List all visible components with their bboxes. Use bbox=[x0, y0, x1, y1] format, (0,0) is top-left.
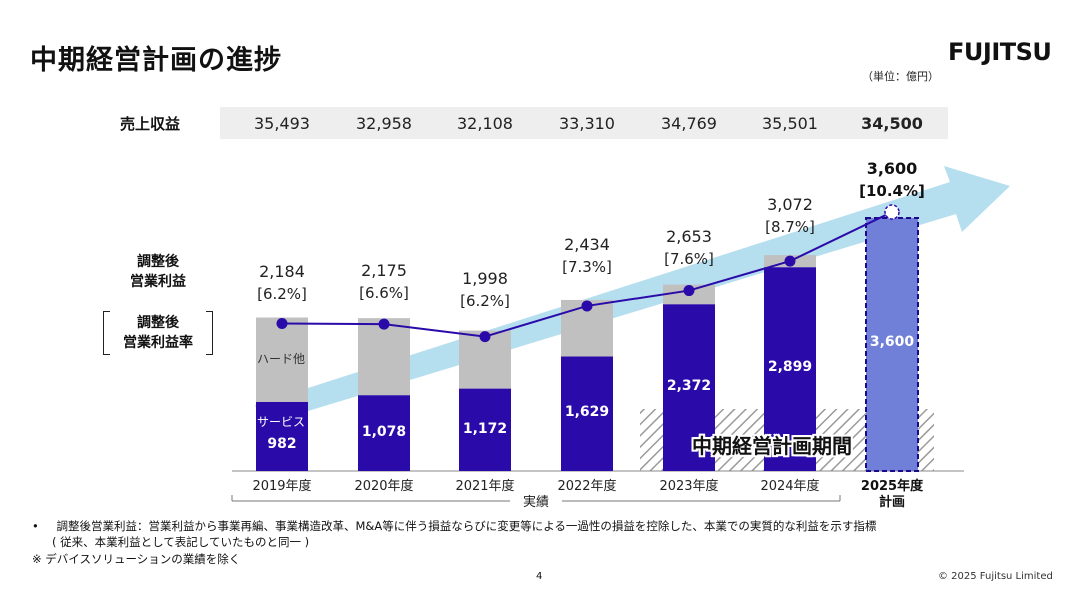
margin-bracket-left bbox=[103, 311, 110, 355]
op-profit-label: 調整後 営業利益 bbox=[108, 252, 208, 292]
service-value-label: 2,899 bbox=[768, 359, 812, 375]
revenue-value: 32,108 bbox=[457, 114, 513, 133]
profit-point bbox=[276, 318, 288, 330]
profit-point bbox=[683, 285, 695, 297]
margin-label: [7.6%] bbox=[664, 250, 714, 268]
op-margin-label: 調整後 営業利益率 bbox=[108, 313, 208, 353]
category-label: 2019年度 bbox=[252, 478, 311, 494]
category-label: 2023年度 bbox=[659, 478, 718, 494]
total-label: 3,600 bbox=[867, 159, 918, 178]
bar-hardware bbox=[256, 317, 308, 402]
bar-service bbox=[256, 401, 308, 471]
revenue-value: 34,500 bbox=[861, 114, 923, 133]
total-label: 2,434 bbox=[564, 235, 610, 254]
profit-point bbox=[479, 331, 491, 343]
service-value-label: 3,600 bbox=[870, 334, 915, 350]
revenue-value: 35,493 bbox=[254, 114, 310, 133]
note-line-3: ※ デバイスソリューションの業績を除く bbox=[32, 552, 241, 566]
category-label: 2025年度 bbox=[861, 478, 924, 494]
category-label: 2020年度 bbox=[354, 478, 413, 494]
category-label: 2022年度 bbox=[557, 478, 616, 494]
total-label: 1,998 bbox=[462, 269, 508, 288]
bar-service bbox=[764, 267, 816, 471]
service-value-label: 1,629 bbox=[565, 404, 609, 420]
revenue-row-background bbox=[220, 107, 948, 139]
revenue-label: 売上収益 bbox=[120, 115, 181, 133]
revenue-value: 34,769 bbox=[661, 114, 717, 133]
actual-label: 実績 bbox=[523, 494, 549, 510]
hardware-segment-label: ハード他 bbox=[257, 352, 305, 366]
margin-label: [6.6%] bbox=[359, 284, 409, 302]
total-label: 2,653 bbox=[666, 227, 712, 246]
service-segment-label: サービス bbox=[257, 415, 305, 429]
revenue-value: 35,501 bbox=[762, 114, 818, 133]
note-line-1: • 調整後営業利益：営業利益から事業再編、事業構造改革、M&A等に伴う損益ならび… bbox=[32, 518, 876, 534]
profit-point bbox=[784, 255, 796, 267]
total-label: 3,072 bbox=[767, 195, 813, 214]
fujitsu-logo: FUJITSU bbox=[948, 38, 1052, 66]
profit-point bbox=[378, 318, 390, 330]
op-margin-label-line2: 営業利益率 bbox=[123, 335, 193, 351]
margin-bracket-right bbox=[206, 311, 213, 355]
margin-label: [6.2%] bbox=[257, 285, 307, 303]
category-label: 2021年度 bbox=[455, 478, 514, 494]
bar-service bbox=[663, 304, 715, 471]
page-number: 4 bbox=[536, 571, 543, 582]
page-title: 中期経営計画の進捗 bbox=[30, 45, 282, 76]
revenue-value: 32,958 bbox=[356, 114, 412, 133]
note-line-2: ( 従来、本業利益として表記していたものと同一 ) bbox=[52, 535, 310, 549]
growth-arrow bbox=[255, 166, 1010, 425]
profit-point-plan bbox=[884, 204, 900, 220]
margin-label: [7.3%] bbox=[562, 258, 612, 276]
bar-service bbox=[459, 388, 511, 471]
revenue-value: 33,310 bbox=[559, 114, 615, 133]
margin-label: [8.7%] bbox=[765, 218, 815, 236]
margin-label: [10.4%] bbox=[859, 182, 925, 200]
bar-hardware bbox=[358, 318, 410, 396]
bar-plan bbox=[865, 217, 919, 472]
note-text-1: 調整後営業利益：営業利益から事業再編、事業構造改革、M&A等に伴う損益ならびに変… bbox=[56, 519, 877, 533]
service-value-label: 1,078 bbox=[362, 424, 406, 440]
unit-label: （単位：億円） bbox=[862, 70, 939, 83]
service-value-label: 1,172 bbox=[463, 421, 507, 437]
plan-label: 計画 bbox=[879, 494, 905, 510]
service-value-label: 2,372 bbox=[667, 378, 711, 394]
profit-point bbox=[581, 300, 593, 312]
total-label: 2,175 bbox=[361, 261, 407, 280]
mid-term-plan-period-label: 中期経営計画期間 bbox=[692, 434, 852, 458]
service-value-label: 982 bbox=[267, 436, 296, 452]
copyright: © 2025 Fujitsu Limited bbox=[938, 571, 1053, 582]
category-label: 2024年度 bbox=[760, 478, 819, 494]
op-margin-label-line1: 調整後 bbox=[137, 315, 179, 331]
note-bullet: • bbox=[32, 519, 39, 533]
bar-service bbox=[561, 356, 613, 471]
margin-label: [6.2%] bbox=[460, 292, 510, 310]
op-profit-label-line1: 調整後 bbox=[137, 254, 179, 270]
op-profit-label-line2: 営業利益 bbox=[130, 274, 186, 290]
total-label: 2,184 bbox=[259, 262, 305, 281]
bar-service bbox=[358, 395, 410, 471]
